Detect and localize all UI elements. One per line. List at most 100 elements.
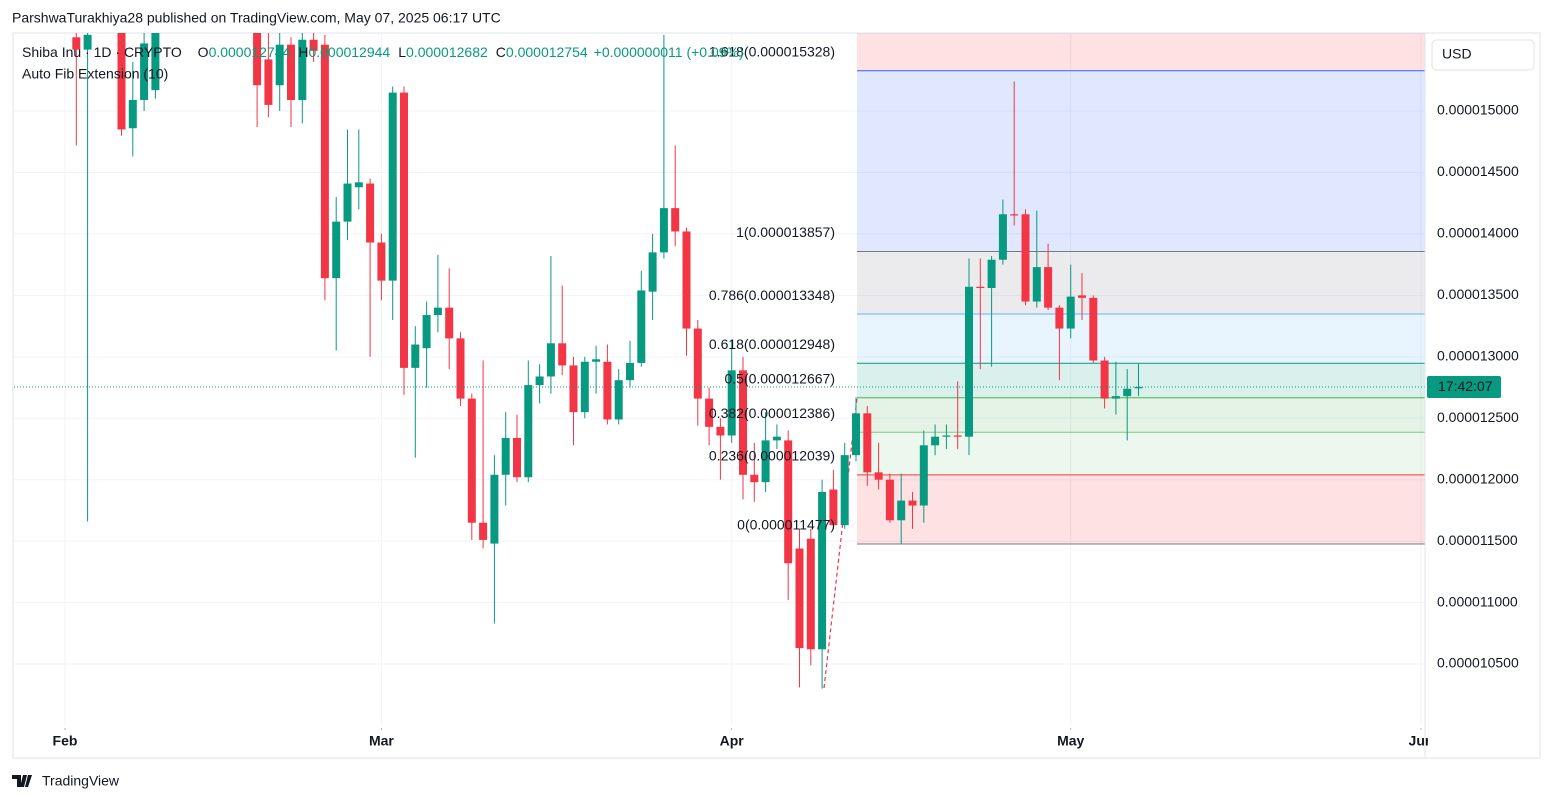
fib-zone — [857, 432, 1425, 475]
candle-body — [242, 0, 250, 6]
candle-body — [117, 33, 126, 130]
candle-body — [1078, 295, 1086, 298]
logo: TradingView — [12, 773, 120, 789]
candle-body — [72, 37, 81, 50]
candle-body — [1134, 387, 1143, 389]
candle-body — [693, 328, 702, 399]
legend-key: C — [496, 44, 506, 60]
candle-body — [1010, 214, 1019, 216]
fib-label: 1.618(0.000015328) — [709, 43, 835, 59]
candle-body — [501, 437, 510, 475]
candle-body — [953, 435, 962, 437]
candle-body — [806, 538, 815, 650]
candle-body — [411, 344, 420, 368]
x-tick-label: Mar — [369, 733, 394, 749]
y-tick-label: 0.000012500 — [1437, 409, 1519, 425]
candle-body — [795, 548, 804, 649]
fib-zone — [857, 474, 1425, 544]
y-tick-label: 0.000011000 — [1437, 593, 1518, 609]
legend-key: L — [398, 44, 406, 60]
fib-top-zone — [857, 33, 1425, 71]
candle-body — [614, 380, 623, 420]
candle-body — [377, 242, 386, 281]
candle-body — [354, 182, 363, 188]
candle-body — [637, 290, 646, 363]
fib-zone — [857, 314, 1425, 364]
x-axis: Feb Mar Apr May Jun — [53, 728, 1434, 749]
candle-body — [546, 343, 555, 377]
y-tick-label: 0.000013000 — [1437, 348, 1519, 364]
candle-body — [320, 44, 329, 279]
candle-body — [931, 436, 940, 446]
footer: TradingView — [42, 773, 120, 789]
candle-body — [1032, 267, 1041, 302]
candle-body — [976, 286, 985, 288]
candle-body — [128, 99, 137, 129]
fib-zone — [857, 363, 1425, 398]
y-axis: 0.000010500 0.000011000 0.000011500 0.00001… — [1437, 102, 1519, 671]
candle-body — [275, 44, 284, 86]
y-tick-label: 0.000013500 — [1437, 286, 1519, 302]
y-tick-label: 0.000014500 — [1437, 163, 1519, 179]
countdown: 17:42:07 — [1438, 378, 1493, 394]
candle-body — [761, 440, 770, 483]
candle-body — [490, 474, 499, 544]
candle-body — [716, 426, 725, 436]
candle-body — [298, 39, 307, 100]
candle-body — [1044, 267, 1053, 308]
indicator-name: Auto Fib Extension (10) — [22, 66, 168, 82]
candle-body — [739, 370, 747, 475]
candle-body — [659, 208, 668, 253]
legend-key: H — [298, 44, 308, 60]
candle-body — [592, 359, 601, 362]
candle-body — [727, 370, 736, 436]
fib-label: 0.236(0.000012039) — [709, 448, 835, 464]
candle-body — [479, 522, 488, 540]
legend-change: +0.000000011 (+0.09%) — [594, 44, 744, 60]
candle-body — [366, 183, 375, 243]
candle-body — [140, 43, 149, 100]
candle-body — [445, 307, 454, 339]
legend-value: 0.000012944 — [308, 44, 390, 60]
candle-body — [264, 59, 273, 105]
candle-body — [908, 500, 917, 506]
candle-body — [874, 472, 883, 480]
fib-label: 0.382(0.000012386) — [709, 405, 835, 421]
candle-body — [388, 92, 397, 281]
fib-labels: 1.618(0.000015328) 1(0.000013857) 0.786(0.… — [709, 43, 835, 532]
candle-body — [942, 435, 951, 437]
legend-value: 0.000012754 — [506, 44, 588, 60]
candle-body — [1111, 396, 1120, 399]
candle-body — [1089, 297, 1098, 361]
candle-body — [343, 183, 352, 222]
candle-body — [772, 436, 781, 441]
legend: Shiba Inu · 1D · CRYPTO O0.000012744 H0.0… — [22, 44, 744, 60]
candle-body — [671, 208, 680, 232]
candles — [72, 0, 1143, 689]
x-tick-label: Jun — [1409, 733, 1434, 749]
candle-body — [513, 437, 521, 478]
candle-body — [253, 33, 262, 86]
header: ParshwaTurakhiya28 published on TradingV… — [12, 10, 501, 26]
candle-body — [885, 479, 894, 521]
y-tick-label: 0.000011500 — [1437, 532, 1518, 548]
fib-label: 1(0.000013857) — [736, 224, 835, 240]
candle-body — [705, 398, 714, 427]
candle-body — [965, 286, 973, 437]
candle-body — [1021, 214, 1030, 302]
candle-body — [818, 491, 827, 650]
candle-body — [422, 315, 431, 349]
currency: USD — [1442, 46, 1472, 62]
candle-body — [603, 361, 612, 420]
candle-body — [309, 39, 318, 51]
candle-body — [829, 489, 838, 526]
y-tick-label: 0.000015000 — [1437, 102, 1519, 118]
candle-body — [987, 259, 996, 288]
candle-body — [456, 338, 465, 399]
fib-label: 0.786(0.000013348) — [709, 287, 835, 303]
candle-body — [1066, 296, 1075, 329]
x-tick-label: Feb — [53, 733, 78, 749]
candle-body — [467, 398, 476, 523]
candle-body — [524, 385, 533, 478]
